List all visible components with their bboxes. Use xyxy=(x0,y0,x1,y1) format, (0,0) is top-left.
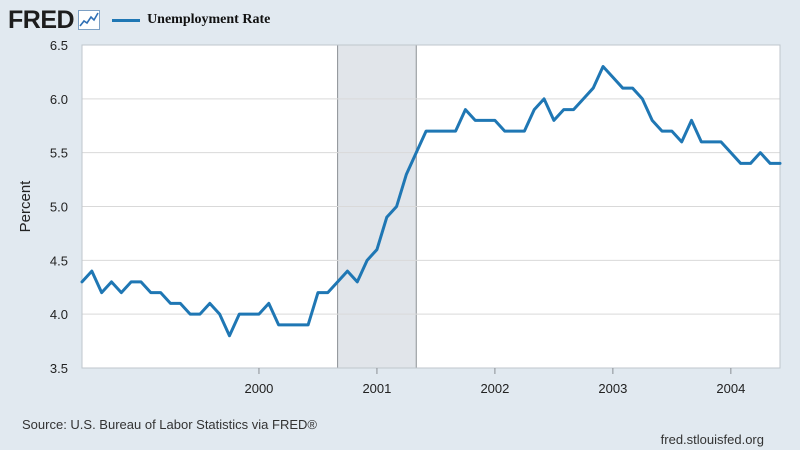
x-tick-label: 2000 xyxy=(244,381,273,396)
data-point xyxy=(435,130,438,133)
data-point xyxy=(720,141,723,144)
data-point xyxy=(779,162,782,165)
data-point xyxy=(258,313,261,316)
y-tick-label: 5.0 xyxy=(50,200,68,215)
data-point xyxy=(356,280,359,283)
data-point xyxy=(179,302,182,305)
data-point xyxy=(562,108,565,111)
data-point xyxy=(287,324,290,327)
data-point xyxy=(494,119,497,122)
data-point xyxy=(484,119,487,122)
data-point xyxy=(90,270,93,273)
data-point xyxy=(228,334,231,337)
data-point xyxy=(149,291,152,294)
data-point xyxy=(552,119,555,122)
data-point xyxy=(307,324,310,327)
data-point xyxy=(317,291,320,294)
data-point xyxy=(169,302,172,305)
data-point xyxy=(572,108,575,111)
chart-header: FRED Unemployment Rate xyxy=(8,5,270,35)
data-point xyxy=(651,119,654,122)
data-point xyxy=(248,313,251,316)
data-point xyxy=(218,313,221,316)
y-tick-label: 6.5 xyxy=(50,38,68,53)
data-point xyxy=(474,119,477,122)
data-point xyxy=(523,130,526,133)
data-point xyxy=(533,108,536,111)
x-tick-label: 2004 xyxy=(716,381,745,396)
data-point xyxy=(326,291,329,294)
data-point xyxy=(267,302,270,305)
data-point xyxy=(641,97,644,100)
data-point xyxy=(277,324,280,327)
data-point xyxy=(415,151,418,154)
data-point xyxy=(100,291,103,294)
fred-logo[interactable]: FRED xyxy=(8,5,75,34)
data-point xyxy=(238,313,241,316)
data-point xyxy=(454,130,457,133)
data-point xyxy=(385,216,388,219)
data-point xyxy=(611,76,614,79)
data-point xyxy=(346,270,349,273)
data-point xyxy=(602,65,605,68)
y-tick-label: 4.0 xyxy=(50,307,68,322)
y-tick-label: 3.5 xyxy=(50,361,68,376)
data-point xyxy=(690,119,693,122)
data-point xyxy=(189,313,192,316)
data-point xyxy=(592,87,595,90)
data-point xyxy=(700,141,703,144)
data-point xyxy=(444,130,447,133)
data-point xyxy=(405,173,408,176)
data-point xyxy=(297,324,300,327)
y-tick-label: 6.0 xyxy=(50,92,68,107)
data-point xyxy=(661,130,664,133)
data-point xyxy=(464,108,467,111)
data-point xyxy=(503,130,506,133)
y-tick-label: 4.5 xyxy=(50,253,68,268)
data-point xyxy=(208,302,211,305)
x-tick-label: 2001 xyxy=(362,381,391,396)
data-point xyxy=(749,162,752,165)
chart-line-icon xyxy=(78,10,101,30)
data-point xyxy=(110,280,113,283)
data-point xyxy=(769,162,772,165)
y-axis-label: Percent xyxy=(17,180,34,233)
data-point xyxy=(621,87,624,90)
x-tick-label: 2003 xyxy=(598,381,627,396)
data-point xyxy=(543,97,546,100)
data-point xyxy=(140,280,143,283)
data-point xyxy=(376,248,379,251)
data-point xyxy=(336,280,339,283)
data-point xyxy=(739,162,742,165)
source-note: Source: U.S. Bureau of Labor Statistics … xyxy=(22,417,317,432)
data-point xyxy=(670,130,673,133)
data-point xyxy=(120,291,123,294)
legend-swatch xyxy=(112,18,141,22)
x-tick-label: 2002 xyxy=(480,381,509,396)
y-tick-label: 5.5 xyxy=(50,146,68,161)
data-point xyxy=(582,97,585,100)
data-point xyxy=(159,291,162,294)
data-point xyxy=(425,130,428,133)
data-point xyxy=(680,141,683,144)
data-point xyxy=(395,205,398,208)
plot-border xyxy=(81,44,781,369)
data-point xyxy=(513,130,516,133)
site-link[interactable]: fred.stlouisfed.org xyxy=(660,432,764,447)
legend-label: Unemployment Rate xyxy=(147,12,271,27)
data-point xyxy=(366,259,369,262)
data-point xyxy=(199,313,202,316)
data-point xyxy=(130,280,133,283)
data-point xyxy=(81,280,84,283)
series-line xyxy=(80,65,782,338)
data-point xyxy=(710,141,713,144)
data-point xyxy=(631,87,634,90)
data-point xyxy=(729,151,732,154)
data-point xyxy=(759,151,762,154)
